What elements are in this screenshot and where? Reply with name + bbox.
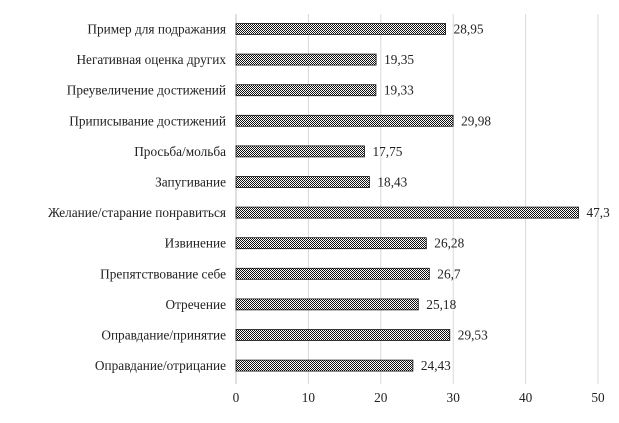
category-label: Отречение: [165, 297, 226, 312]
data-label: 18,43: [377, 175, 407, 190]
x-tick-label: 10: [302, 390, 316, 405]
data-label: 19,35: [384, 52, 414, 67]
bar: [235, 359, 414, 372]
bar: [235, 114, 454, 127]
bar: [235, 298, 419, 311]
bar: [235, 206, 579, 219]
data-label: 24,43: [421, 358, 451, 373]
data-label: 25,18: [426, 297, 456, 312]
category-label: Оправдание/принятие: [101, 328, 226, 343]
bar: [235, 267, 430, 280]
data-label: 26,7: [437, 266, 461, 281]
bar: [235, 237, 427, 250]
category-label: Негативная оценка других: [76, 52, 226, 67]
data-label: 29,53: [458, 328, 488, 343]
category-label: Приписывание достижений: [69, 113, 226, 128]
data-label: 29,98: [461, 113, 491, 128]
bar: [235, 23, 447, 35]
data-label: 17,75: [373, 144, 403, 159]
data-label: 47,3: [587, 205, 611, 220]
category-label: Преувеличение достижений: [67, 83, 226, 98]
data-label: 26,28: [434, 236, 464, 251]
bar: [235, 84, 377, 97]
category-label: Желание/старание понравиться: [48, 205, 226, 220]
data-label: 28,95: [454, 22, 484, 37]
x-axis-tick-labels: 0 10 20 30 40 50: [233, 390, 605, 405]
category-label: Препятствование себе: [100, 266, 226, 281]
category-labels: Пример для подражания Негативная оценка д…: [48, 22, 226, 374]
category-label: Извинение: [165, 236, 226, 251]
bar: [235, 329, 451, 341]
bar: [235, 145, 365, 158]
gridlines: [235, 14, 599, 384]
x-tick-label: 0: [233, 390, 240, 405]
category-label: Пример для подражания: [87, 22, 226, 37]
category-label: Запугивание: [155, 175, 226, 190]
x-tick-label: 20: [374, 390, 388, 405]
category-label: Оправдание/отрицание: [95, 358, 226, 373]
data-label: 19,33: [384, 83, 414, 98]
bar: [235, 53, 377, 66]
bars: [235, 23, 579, 372]
x-tick-label: 50: [591, 390, 605, 405]
bar: [235, 176, 370, 188]
category-label: Просьба/мольба: [134, 144, 226, 159]
data-labels: 28,95 19,35 19,33 29,98 17,75 18,43 47,3 26,28 2…: [373, 22, 611, 374]
x-tick-label: 30: [447, 390, 461, 405]
x-tick-label: 40: [519, 390, 533, 405]
